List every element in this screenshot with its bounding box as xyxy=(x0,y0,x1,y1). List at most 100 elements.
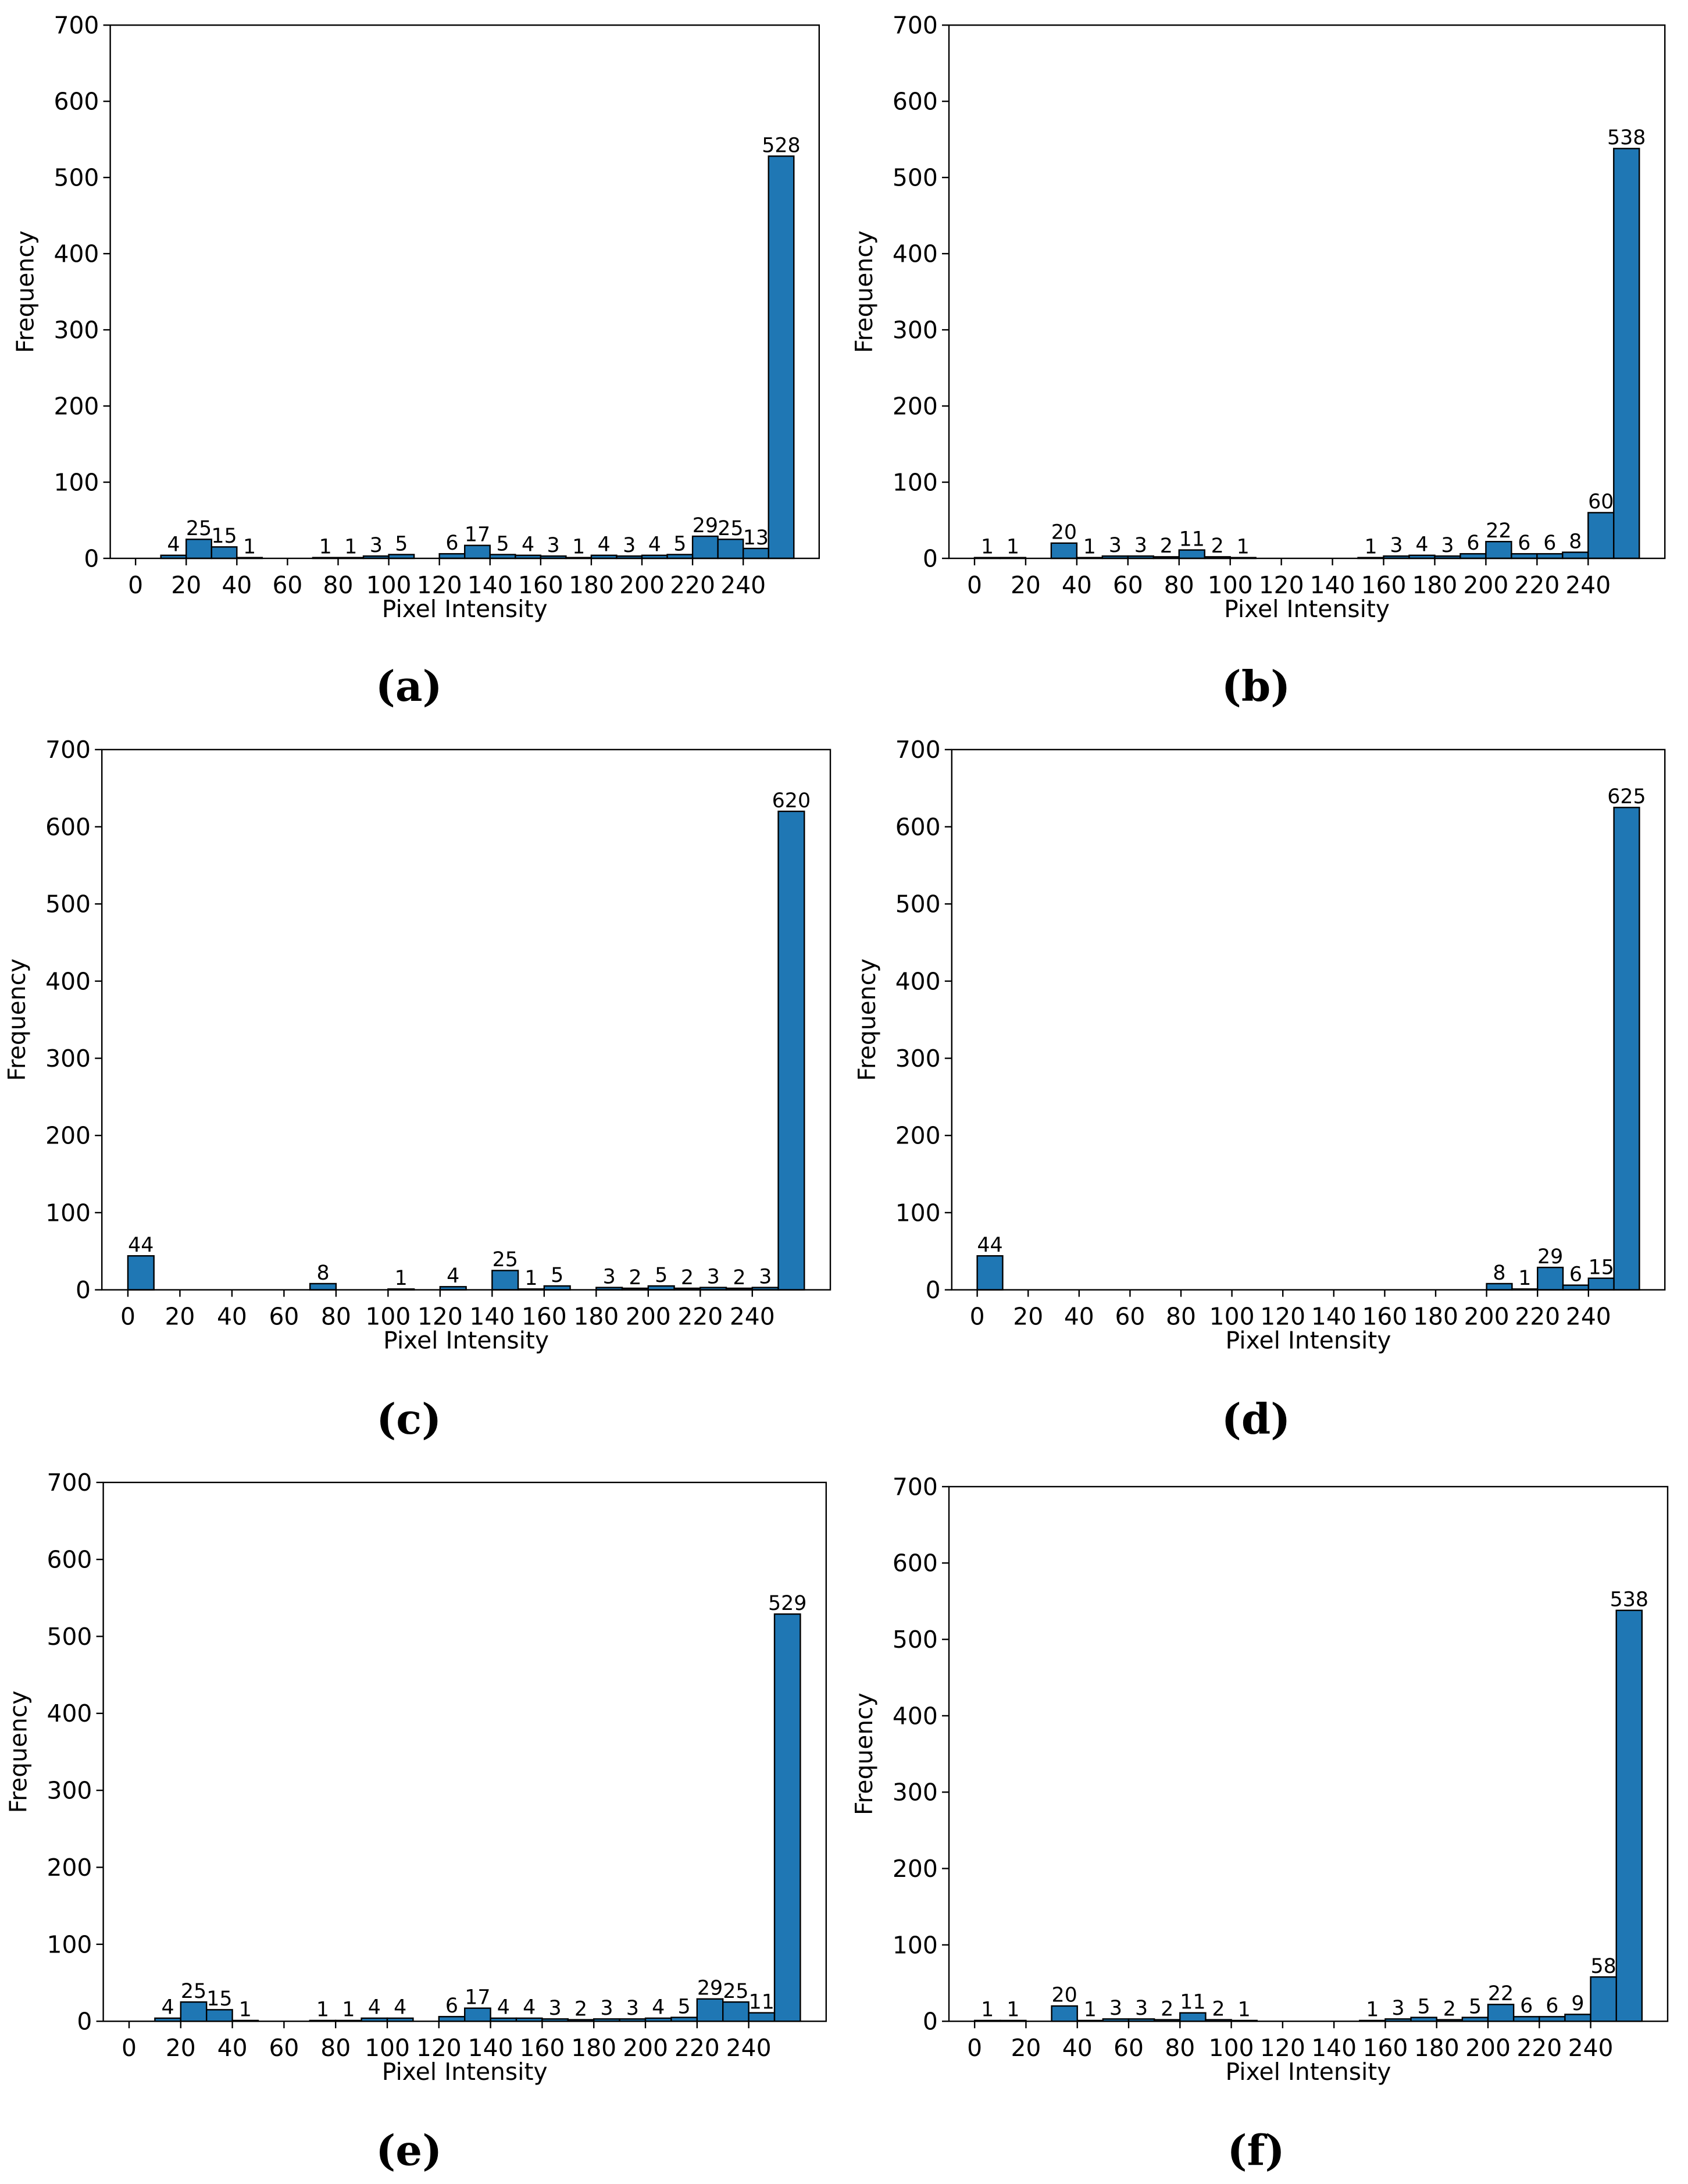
value-label: 1 xyxy=(395,1267,408,1290)
x-tick-label: 0 xyxy=(967,2034,982,2062)
value-label: 538 xyxy=(1607,126,1646,149)
value-label: 1 xyxy=(1083,535,1096,558)
y-tick-label: 700 xyxy=(45,736,91,764)
x-tick-label: 20 xyxy=(1013,1303,1043,1331)
x-tick-label: 200 xyxy=(619,571,665,599)
value-label: 8 xyxy=(1493,1262,1505,1285)
x-tick-label: 140 xyxy=(468,2034,513,2062)
x-axis-label: Pixel Intensity xyxy=(1224,595,1390,623)
y-tick-label: 400 xyxy=(895,967,941,995)
value-label: 3 xyxy=(370,534,383,557)
value-label: 3 xyxy=(623,534,636,557)
value-label: 15 xyxy=(211,525,237,548)
x-tick-label: 240 xyxy=(730,1303,775,1331)
y-axis-label: Frequency xyxy=(853,959,881,1081)
y-axis-label: Frequency xyxy=(850,1693,878,1815)
value-label: 1 xyxy=(243,535,256,558)
y-tick-label: 200 xyxy=(47,1854,92,1882)
x-tick-label: 160 xyxy=(522,1303,567,1331)
value-label: 1 xyxy=(1366,1998,1379,2022)
x-tick-label: 80 xyxy=(1166,1303,1196,1331)
x-tick-label: 60 xyxy=(269,1303,299,1331)
value-label: 8 xyxy=(316,1262,329,1285)
y-tick-label: 100 xyxy=(54,468,99,496)
y-tick-label: 700 xyxy=(54,12,99,40)
x-tick-label: 60 xyxy=(1115,1303,1145,1331)
x-tick-label: 0 xyxy=(120,1303,135,1331)
x-tick-label: 180 xyxy=(571,2034,616,2062)
y-tick-label: 400 xyxy=(54,240,99,268)
value-label: 3 xyxy=(707,1265,720,1288)
plot-frame xyxy=(102,1481,827,2022)
y-tick-label: 200 xyxy=(45,1122,91,1150)
y-tick-label: 500 xyxy=(45,890,91,918)
bar xyxy=(1178,549,1205,560)
value-label: 4 xyxy=(368,1996,381,2019)
value-label: 20 xyxy=(1052,1984,1077,2007)
x-tick-label: 140 xyxy=(1311,1303,1357,1331)
plot-frame xyxy=(101,749,831,1291)
y-axis-label: Frequency xyxy=(12,230,40,353)
y-tick-label: 600 xyxy=(54,88,99,116)
panel-caption: (e) xyxy=(376,2125,442,2175)
x-tick-label: 60 xyxy=(272,571,302,599)
x-tick-label: 160 xyxy=(518,571,563,599)
value-label: 6 xyxy=(445,1994,458,2018)
x-tick-label: 140 xyxy=(1311,2034,1357,2062)
value-label: 29 xyxy=(1537,1245,1563,1269)
bar xyxy=(742,547,769,560)
panel-caption: (c) xyxy=(376,1394,441,1444)
x-tick-label: 100 xyxy=(1209,1303,1255,1331)
value-label: 22 xyxy=(1488,1982,1514,2005)
x-tick-label: 180 xyxy=(569,571,614,599)
value-label: 1 xyxy=(316,1998,329,2022)
y-tick-label: 300 xyxy=(47,1777,92,1805)
value-label: 3 xyxy=(1390,534,1402,557)
value-label: 8 xyxy=(1569,530,1582,553)
value-label: 6 xyxy=(1466,532,1479,555)
value-label: 4 xyxy=(394,1996,406,2019)
bar xyxy=(464,2007,491,2022)
value-label: 1 xyxy=(981,535,994,558)
value-label: 5 xyxy=(1469,1995,1482,2018)
bar xyxy=(1613,148,1640,560)
value-label: 1 xyxy=(524,1267,537,1290)
x-tick-label: 100 xyxy=(1209,2034,1254,2062)
value-label: 17 xyxy=(465,523,490,547)
bar xyxy=(1613,807,1640,1291)
plot-frame xyxy=(948,24,1666,560)
x-tick-label: 120 xyxy=(416,2034,462,2062)
value-label: 25 xyxy=(493,1248,518,1271)
value-label: 3 xyxy=(1391,1997,1404,2020)
y-tick-label: 700 xyxy=(47,1469,92,1497)
value-label: 3 xyxy=(1134,534,1147,557)
value-label: 2 xyxy=(574,1997,587,2021)
value-label: 4 xyxy=(598,533,611,557)
value-label: 1 xyxy=(981,1998,994,2022)
value-label: 2 xyxy=(733,1266,745,1289)
value-label: 1 xyxy=(342,1998,355,2022)
value-label: 5 xyxy=(673,532,686,555)
bar xyxy=(1587,512,1615,560)
x-tick-label: 40 xyxy=(1064,1303,1094,1331)
x-tick-label: 120 xyxy=(1260,1303,1305,1331)
x-axis-label: Pixel Intensity xyxy=(1226,2058,1391,2086)
x-tick-label: 240 xyxy=(726,2034,772,2062)
x-tick-label: 180 xyxy=(1412,571,1458,599)
value-label: 6 xyxy=(1546,1994,1558,2018)
bar xyxy=(773,1613,801,2022)
plot-frame xyxy=(109,24,820,560)
value-label: 5 xyxy=(655,1264,668,1287)
value-label: 25 xyxy=(186,517,212,540)
value-label: 3 xyxy=(626,1997,639,2020)
bar xyxy=(768,155,795,560)
value-label: 29 xyxy=(697,1977,723,2000)
value-label: 4 xyxy=(497,1996,510,2019)
value-label: 22 xyxy=(1486,519,1511,543)
x-tick-label: 200 xyxy=(1463,571,1508,599)
value-label: 1 xyxy=(1364,535,1377,558)
y-tick-label: 700 xyxy=(895,736,941,764)
y-tick-label: 500 xyxy=(893,164,938,192)
value-label: 5 xyxy=(678,1995,691,2018)
value-label: 2 xyxy=(1443,1997,1456,2021)
